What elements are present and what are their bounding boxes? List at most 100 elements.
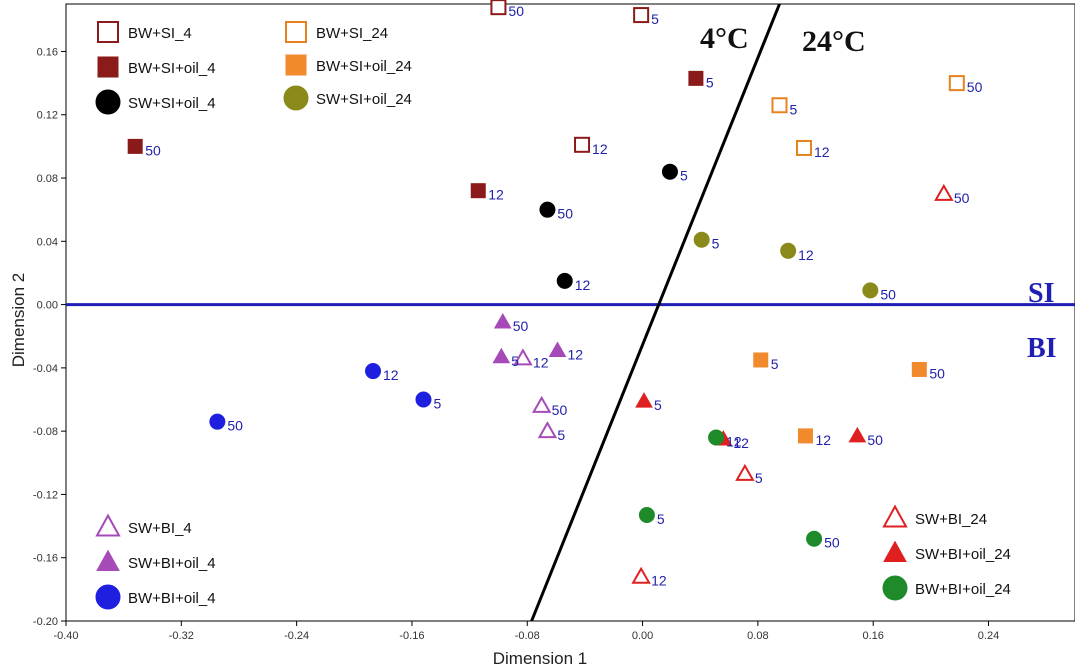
legend-marker (95, 89, 121, 115)
data-point (848, 426, 867, 443)
data-point-label: 50 (967, 79, 983, 95)
data-point (490, 0, 507, 16)
data-point-label: 12 (592, 141, 608, 157)
data-point (556, 272, 573, 289)
data-point (365, 363, 382, 380)
y-tick-label: -0.04 (33, 363, 58, 375)
legend-marker (97, 56, 119, 78)
data-point-label: 50 (227, 418, 243, 434)
series-bw-si-4: 50 5 12 (490, 0, 659, 157)
data-point (531, 395, 552, 413)
data-point (127, 138, 143, 154)
data-point (635, 392, 653, 408)
data-point (633, 7, 650, 24)
data-point-label: 50 (954, 190, 970, 206)
data-point-label: 50 (824, 535, 840, 551)
legend-label: BW+BI+oil_4 (128, 590, 216, 607)
data-point (492, 347, 511, 364)
series-bw-si-oil-24: 5 12 50 (753, 352, 945, 448)
data-point-label: 12 (488, 187, 504, 203)
y-tick-label: -0.08 (33, 426, 58, 438)
data-point (911, 361, 927, 377)
y-tick-label: -0.12 (33, 489, 58, 501)
data-point-label: 5 (712, 236, 720, 252)
data-point (470, 183, 486, 199)
legend-bottom-left: SW+BI_4 SW+BI+oil_4 BW+BI+oil_4 (95, 513, 216, 610)
legends: BW+SI_4BW+SI+oil_4SW+SI+oil_4BW+SI_24BW+… (95, 21, 1011, 610)
data-point-label: 50 (867, 432, 883, 448)
y-tick-label: 0.08 (37, 173, 58, 185)
legend-bottom-right: SW+BI_24 SW+BI+oil_24 BW+BI+oil_24 (882, 504, 1011, 601)
y-tick-label: 0.16 (37, 46, 58, 58)
axes: -0.40 -0.32 -0.24 -0.16 -0.08 0.00 0.08 0.16 0.2… (33, 46, 999, 642)
data-point-label: 50 (880, 286, 896, 302)
series-bw-bi-oil-4: 50 12 5 (209, 363, 441, 434)
data-point (209, 413, 226, 430)
legend-marker (283, 85, 309, 111)
y-axis-title: Dimension 2 (9, 273, 28, 368)
x-tick-label: -0.08 (515, 630, 540, 642)
data-point (537, 421, 558, 439)
legend-marker (883, 540, 907, 563)
legend-label: SW+BI_24 (915, 511, 987, 528)
data-point (574, 136, 591, 153)
series-sw-bi-4: 12 50 5 (513, 348, 567, 443)
legend-marker (97, 21, 119, 43)
data-point (415, 391, 432, 408)
legend-label: BW+BI+oil_24 (915, 581, 1011, 598)
x-tick-label: -0.32 (169, 630, 194, 642)
data-point (806, 530, 823, 547)
data-point-label: 50 (513, 318, 529, 334)
data-point (513, 348, 533, 366)
data-point-label: 12 (533, 354, 549, 370)
data-point (631, 566, 651, 584)
temperature-divider-line (530, 3, 781, 622)
x-tick-label: -0.24 (284, 630, 309, 642)
legend-top-left: BW+SI_4 BW+SI+oil_4 SW+SI+oil_4 (95, 21, 216, 115)
data-point (934, 183, 954, 201)
data-point (948, 75, 965, 92)
data-point-label: 50 (145, 142, 161, 158)
annotation-temp-left: 4°C (700, 22, 749, 55)
data-point-label: 50 (557, 206, 573, 222)
legend-label: SW+SI+oil_4 (128, 95, 216, 112)
x-axis-title: Dimension 1 (493, 649, 588, 668)
data-point (796, 139, 813, 156)
data-point-label: 12 (651, 573, 667, 589)
legend-marker (882, 504, 908, 528)
data-point-label: 12 (726, 433, 742, 449)
y-tick-label: -0.16 (33, 553, 58, 565)
legend-label: SW+BI_4 (128, 520, 192, 537)
legend-top-center: BW+SI_24 BW+SI+oil_24 SW+SI+oil_24 (283, 21, 412, 111)
data-point-label: 12 (733, 435, 749, 451)
annotation-region-upper: SI (1028, 278, 1054, 309)
data-point-label: 5 (790, 101, 798, 117)
series-sw-si-oil-4: 50 12 5 (539, 163, 688, 293)
legend-label: SW+BI+oil_4 (128, 555, 216, 572)
data-point (735, 463, 755, 481)
data-point-label: 5 (706, 74, 714, 90)
data-point (548, 341, 567, 357)
x-tick-label: -0.16 (399, 630, 424, 642)
data-point (771, 97, 788, 114)
data-point (797, 428, 813, 444)
data-point-label: 12 (383, 367, 399, 383)
legend-label: BW+SI_24 (316, 25, 388, 42)
data-point-label: 50 (929, 365, 945, 381)
data-point-label: 12 (815, 432, 831, 448)
data-point-label: 5 (557, 427, 565, 443)
y-tick-label: -0.20 (33, 616, 58, 628)
x-tick-label: -0.40 (53, 630, 78, 642)
data-point-label: 12 (575, 277, 591, 293)
series-bw-si-24: 5 12 50 (771, 75, 983, 160)
plot-area (65, 3, 1075, 622)
data-point-label: 12 (798, 247, 814, 263)
series-sw-si-oil-24: 5 12 50 (693, 231, 896, 302)
legend-marker (285, 54, 307, 76)
series-sw-bi-oil-24: 5 12 50 (635, 392, 883, 451)
data-point (539, 201, 556, 218)
data-point (862, 282, 879, 299)
data-point (688, 70, 704, 86)
